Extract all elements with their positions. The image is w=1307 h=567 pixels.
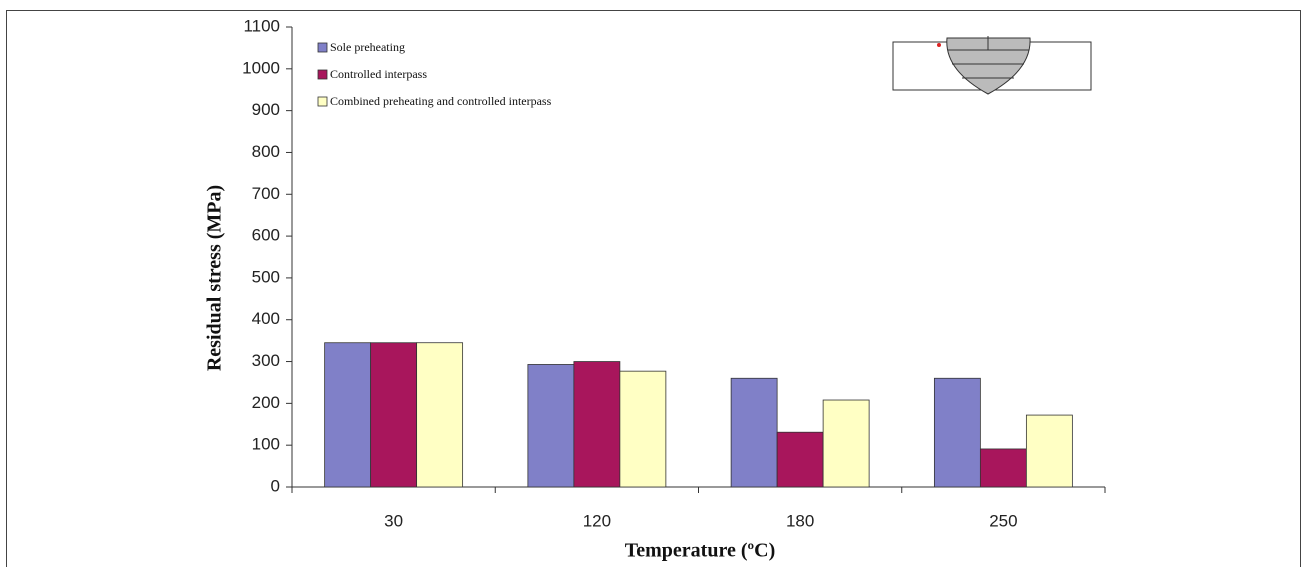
y-tick-label: 900 <box>252 100 280 119</box>
y-tick-label: 500 <box>252 267 280 286</box>
x-axis-title: Temperature (ºC) <box>625 540 775 562</box>
y-tick-label: 400 <box>252 309 280 328</box>
y-tick-label: 200 <box>252 393 280 412</box>
bar <box>573 361 621 488</box>
frame <box>6 10 1301 567</box>
legend-label: Combined preheating and controlled inter… <box>330 94 552 108</box>
bar <box>776 431 824 488</box>
y-tick-label: 600 <box>252 226 280 245</box>
legend-label: Sole preheating <box>330 40 405 54</box>
y-tick-label: 100 <box>252 435 280 454</box>
legend-swatch <box>317 42 328 53</box>
y-tick-label: 300 <box>252 351 280 370</box>
x-tick-label: 180 <box>786 511 814 530</box>
y-tick-label: 0 <box>271 476 280 495</box>
bar <box>619 370 667 488</box>
bar <box>416 342 464 488</box>
inset-diagram <box>892 36 1092 95</box>
y-tick-label: 1100 <box>243 16 280 35</box>
bar <box>1025 414 1073 488</box>
y-tick-label: 1000 <box>242 58 280 77</box>
legend-swatch <box>317 69 328 80</box>
legend-swatch <box>317 96 328 107</box>
bar <box>370 342 418 488</box>
y-tick-label: 800 <box>252 142 280 161</box>
bar <box>979 448 1027 488</box>
bar <box>527 364 575 488</box>
bar <box>822 399 870 488</box>
y-tick-label: 700 <box>252 184 280 203</box>
bar <box>324 342 372 488</box>
bar <box>730 377 778 488</box>
x-tick-label: 30 <box>384 511 403 530</box>
y-axis-title: Residual stress (MPa) <box>204 185 226 371</box>
bar <box>933 377 981 488</box>
x-tick-label: 250 <box>989 511 1017 530</box>
legend-label: Controlled interpass <box>330 67 427 81</box>
x-tick-label: 120 <box>583 511 611 530</box>
